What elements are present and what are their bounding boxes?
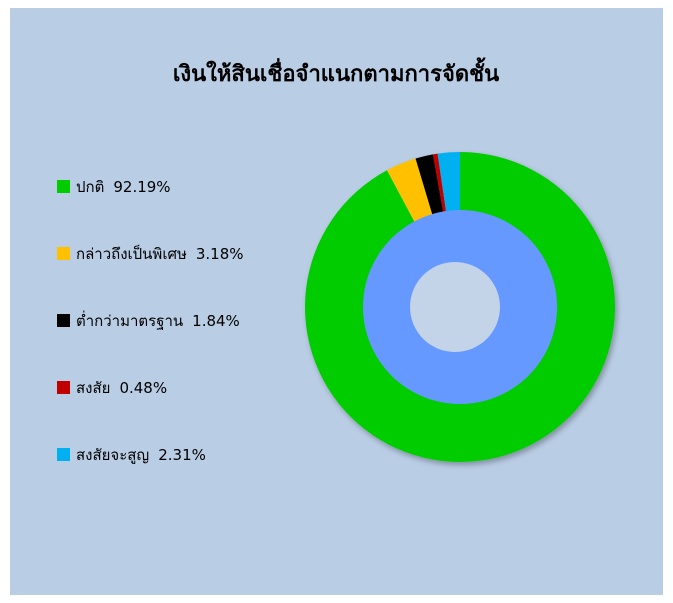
donut-segment xyxy=(432,153,447,213)
legend-entry: กล่าวถึงเป็นพิเศษ 3.18% xyxy=(76,244,244,263)
legend-entry: ปกติ 92.19% xyxy=(76,178,171,196)
legend-swatch xyxy=(57,314,70,327)
legend-swatch xyxy=(57,247,70,260)
legend-swatch xyxy=(57,180,70,193)
legend-label: กล่าวถึงเป็นพิเศษ xyxy=(76,244,187,263)
legend-swatch xyxy=(57,381,70,394)
donut-segment xyxy=(305,152,615,462)
legend-value: 1.84% xyxy=(192,312,240,330)
legend-swatch xyxy=(57,448,70,461)
legend-entry: สงสัยจะสูญ 2.31% xyxy=(76,446,206,464)
chart-title: เงินให้สินเชื่อจำแนกตามการจัดชั้น xyxy=(173,57,499,87)
center-hole xyxy=(410,262,500,352)
legend-value: 2.31% xyxy=(158,446,206,464)
legend-label: สงสัย xyxy=(76,379,110,397)
legend-value: 0.48% xyxy=(119,379,167,397)
legend-value: 92.19% xyxy=(113,178,170,196)
legend-entry: สงสัย 0.48% xyxy=(76,379,167,397)
legend-value: 3.18% xyxy=(196,245,244,263)
donut-segment xyxy=(437,152,460,213)
legend-label: สงสัยจะสูญ xyxy=(76,446,149,464)
donut xyxy=(305,152,615,462)
legend-label: ต่ำกว่ามาตรฐาน xyxy=(76,310,183,330)
legend-entry: ต่ำกว่ามาตรฐาน 1.84% xyxy=(76,310,240,330)
donut-segment xyxy=(386,158,433,223)
legend: ปกติ 92.19% กล่าวถึงเป็นพิเศษ 3.18% ต่ำกว่าม… xyxy=(57,178,244,464)
legend-label: ปกติ xyxy=(76,178,104,196)
donut-segment xyxy=(415,154,444,216)
